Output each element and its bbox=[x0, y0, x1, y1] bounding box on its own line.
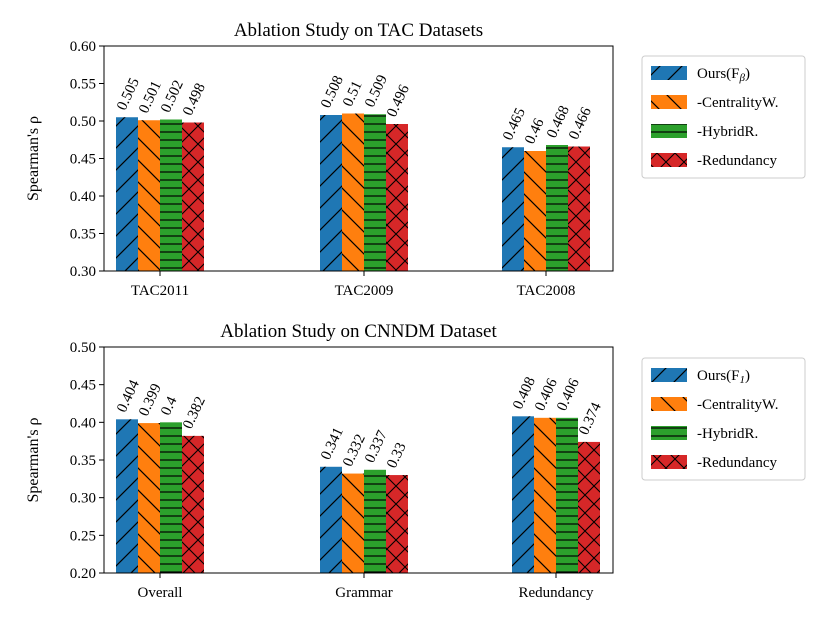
bar-hatch bbox=[116, 117, 138, 271]
y-tick-label: 0.20 bbox=[70, 566, 96, 582]
x-tick-label: Redundancy bbox=[519, 585, 594, 601]
value-label: 0.374 bbox=[576, 400, 605, 438]
legend-label: -HybridR. bbox=[697, 124, 758, 140]
legend-label: -CentralityW. bbox=[697, 397, 779, 413]
y-tick-label: 0.50 bbox=[70, 114, 96, 130]
x-tick-label: Grammar bbox=[335, 585, 392, 601]
bar-hatch bbox=[386, 124, 408, 271]
chart-panel-2: Ablation Study on CNNDM Dataset Spearman'… bbox=[25, 321, 806, 601]
value-label: 0.33 bbox=[384, 440, 410, 471]
x-tick-label: TAC2008 bbox=[517, 283, 576, 299]
bar-hatch bbox=[182, 122, 204, 271]
bar-hatch bbox=[342, 113, 364, 271]
legend-swatch-hatch bbox=[651, 368, 687, 382]
legend-label: Ours(Fβ) bbox=[697, 66, 750, 84]
x-tick-label: TAC2011 bbox=[131, 283, 189, 299]
legend-label-suffix: ) bbox=[745, 66, 750, 82]
y-tick-label: 0.50 bbox=[70, 340, 96, 356]
bar-hatch bbox=[138, 423, 160, 573]
bar-hatch bbox=[568, 146, 590, 271]
legend-label-main: -Redundancy bbox=[697, 455, 777, 471]
value-label: 0.332 bbox=[340, 432, 369, 469]
bar-hatch bbox=[320, 115, 342, 271]
legend-label-main: -HybridR. bbox=[697, 426, 758, 442]
legend-label-main: -CentralityW. bbox=[697, 397, 779, 413]
y-tick-label: 0.30 bbox=[70, 491, 96, 507]
bar-hatch bbox=[546, 145, 568, 271]
bar-hatch bbox=[342, 473, 364, 573]
legend-label-subscript: β bbox=[739, 72, 746, 84]
y-tick-label: 0.35 bbox=[70, 453, 96, 469]
bar-hatch bbox=[364, 114, 386, 271]
bar-hatch bbox=[512, 416, 534, 573]
bar-hatch bbox=[386, 475, 408, 573]
bar-hatch bbox=[320, 466, 342, 573]
y-tick-label: 0.45 bbox=[70, 152, 96, 168]
legend-swatch-hatch bbox=[651, 426, 687, 440]
legend-label-main: Ours(F bbox=[697, 66, 740, 82]
legend-swatch-hatch bbox=[651, 397, 687, 411]
legend-label-suffix: ) bbox=[745, 368, 750, 384]
value-label: 0.496 bbox=[384, 82, 413, 120]
y-axis-label: Spearman's ρ bbox=[25, 417, 42, 502]
legend-swatch-hatch bbox=[651, 153, 687, 167]
bar-hatch bbox=[364, 469, 386, 573]
value-label: 0.509 bbox=[362, 73, 391, 110]
y-tick-label: 0.30 bbox=[70, 264, 96, 280]
y-tick-label: 0.55 bbox=[70, 77, 96, 93]
x-tick-label: TAC2009 bbox=[335, 283, 394, 299]
y-tick-label: 0.45 bbox=[70, 378, 96, 394]
value-label: 0.382 bbox=[180, 394, 209, 431]
plot-frame bbox=[103, 45, 614, 272]
bar-hatch bbox=[502, 147, 524, 271]
legend-swatch-hatch bbox=[651, 124, 687, 138]
bar-hatch bbox=[578, 441, 600, 573]
value-label: 0.406 bbox=[554, 376, 583, 414]
legend-label: -CentralityW. bbox=[697, 95, 779, 111]
chart-panel-1: Ablation Study on TAC Datasets Spearman's… bbox=[25, 20, 806, 299]
legend-label-subscript: 1 bbox=[740, 374, 746, 386]
value-label: 0.4 bbox=[158, 394, 181, 418]
bar-hatch bbox=[534, 417, 556, 573]
value-label: 0.508 bbox=[318, 73, 347, 110]
legend-label-main: -Redundancy bbox=[697, 153, 777, 169]
legend: Ours(Fβ) -CentralityW. -HybridR. -Redundanc… bbox=[641, 55, 806, 179]
chart-title: Ablation Study on CNNDM Dataset bbox=[220, 321, 497, 342]
x-tick-label: Overall bbox=[138, 585, 183, 601]
y-tick-label: 0.35 bbox=[70, 227, 96, 243]
legend-label-main: Ours(F bbox=[697, 368, 740, 384]
y-tick-label: 0.60 bbox=[70, 39, 96, 55]
y-tick-label: 0.25 bbox=[70, 528, 96, 544]
legend-swatch-hatch bbox=[651, 455, 687, 469]
legend-label: -HybridR. bbox=[697, 426, 758, 442]
legend-label-main: -CentralityW. bbox=[697, 95, 779, 111]
bar-hatch bbox=[160, 422, 182, 573]
bar-hatch bbox=[524, 151, 546, 271]
chart-title: Ablation Study on TAC Datasets bbox=[234, 20, 483, 41]
plot-frame bbox=[103, 346, 614, 574]
y-axis-label: Spearman's ρ bbox=[25, 116, 42, 201]
y-tick-label: 0.40 bbox=[70, 415, 96, 431]
legend-label: -Redundancy bbox=[697, 455, 777, 471]
legend-box bbox=[641, 357, 806, 481]
legend-label-main: -HybridR. bbox=[697, 124, 758, 140]
bar-hatch bbox=[116, 419, 138, 573]
legend: Ours(F1) -CentralityW. -HybridR. -Redundanc… bbox=[641, 357, 806, 481]
y-tick-label: 0.40 bbox=[70, 189, 96, 205]
bar-hatch bbox=[556, 417, 578, 573]
value-label: 0.46 bbox=[522, 116, 548, 147]
legend-swatch-hatch bbox=[651, 95, 687, 109]
bar-hatch bbox=[160, 119, 182, 271]
legend-label: -Redundancy bbox=[697, 153, 777, 169]
legend-swatch-hatch bbox=[651, 66, 687, 80]
legend-label: Ours(F1) bbox=[697, 368, 750, 386]
bar-hatch bbox=[138, 120, 160, 271]
bar-hatch bbox=[182, 435, 204, 573]
legend-box bbox=[641, 55, 806, 179]
